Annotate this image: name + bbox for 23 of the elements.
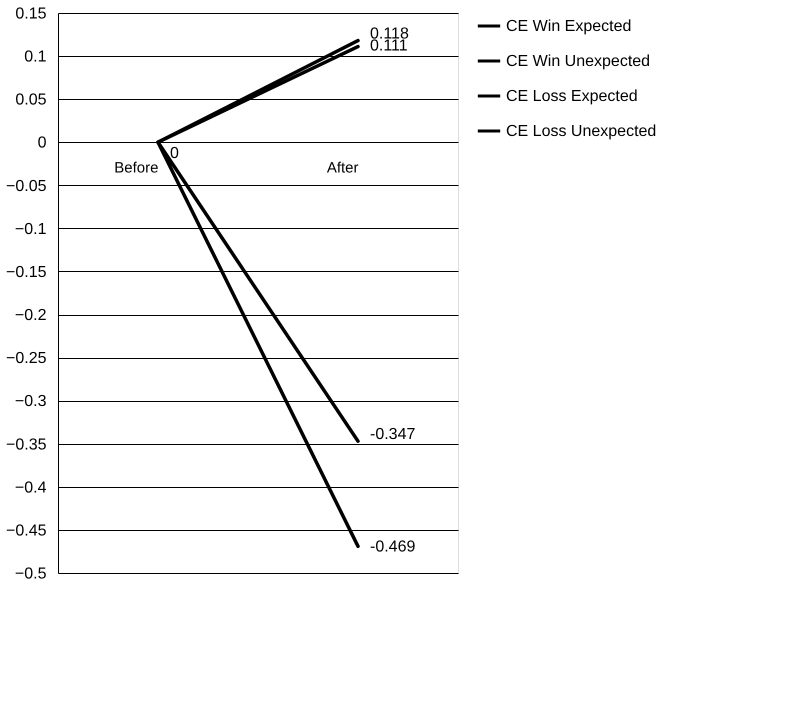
- y-tick-label: −0.1: [14, 220, 47, 238]
- x-tick-label: Before: [114, 160, 158, 177]
- y-tick-label: 0: [38, 134, 47, 152]
- legend-label: CE Loss Expected: [506, 88, 638, 105]
- y-tick-label: −0.05: [6, 178, 47, 195]
- y-tick-label: −0.15: [6, 264, 47, 281]
- legend-label: CE Loss Unexpected: [506, 123, 656, 140]
- y-tick-label: −0.3: [14, 393, 47, 410]
- y-tick-label: −0.4: [14, 479, 47, 496]
- data-label: 0: [170, 145, 179, 162]
- y-tick-label: −0.2: [14, 307, 47, 324]
- data-label: -0.469: [370, 538, 416, 556]
- y-tick-label: −0.5: [14, 566, 47, 582]
- y-tick-label: 0.15: [15, 6, 47, 22]
- legend-label: CE Win Expected: [506, 18, 632, 35]
- y-tick-label: 0.05: [15, 92, 47, 109]
- y-tick-label: −0.25: [6, 350, 47, 368]
- x-tick-label: After: [326, 160, 358, 177]
- legend-label: CE Win Unexpected: [506, 53, 650, 70]
- y-tick-label: 0.1: [24, 48, 47, 66]
- y-tick-label: −0.35: [6, 436, 47, 454]
- data-label: -0.347: [370, 426, 416, 444]
- y-tick-label: −0.45: [6, 522, 47, 540]
